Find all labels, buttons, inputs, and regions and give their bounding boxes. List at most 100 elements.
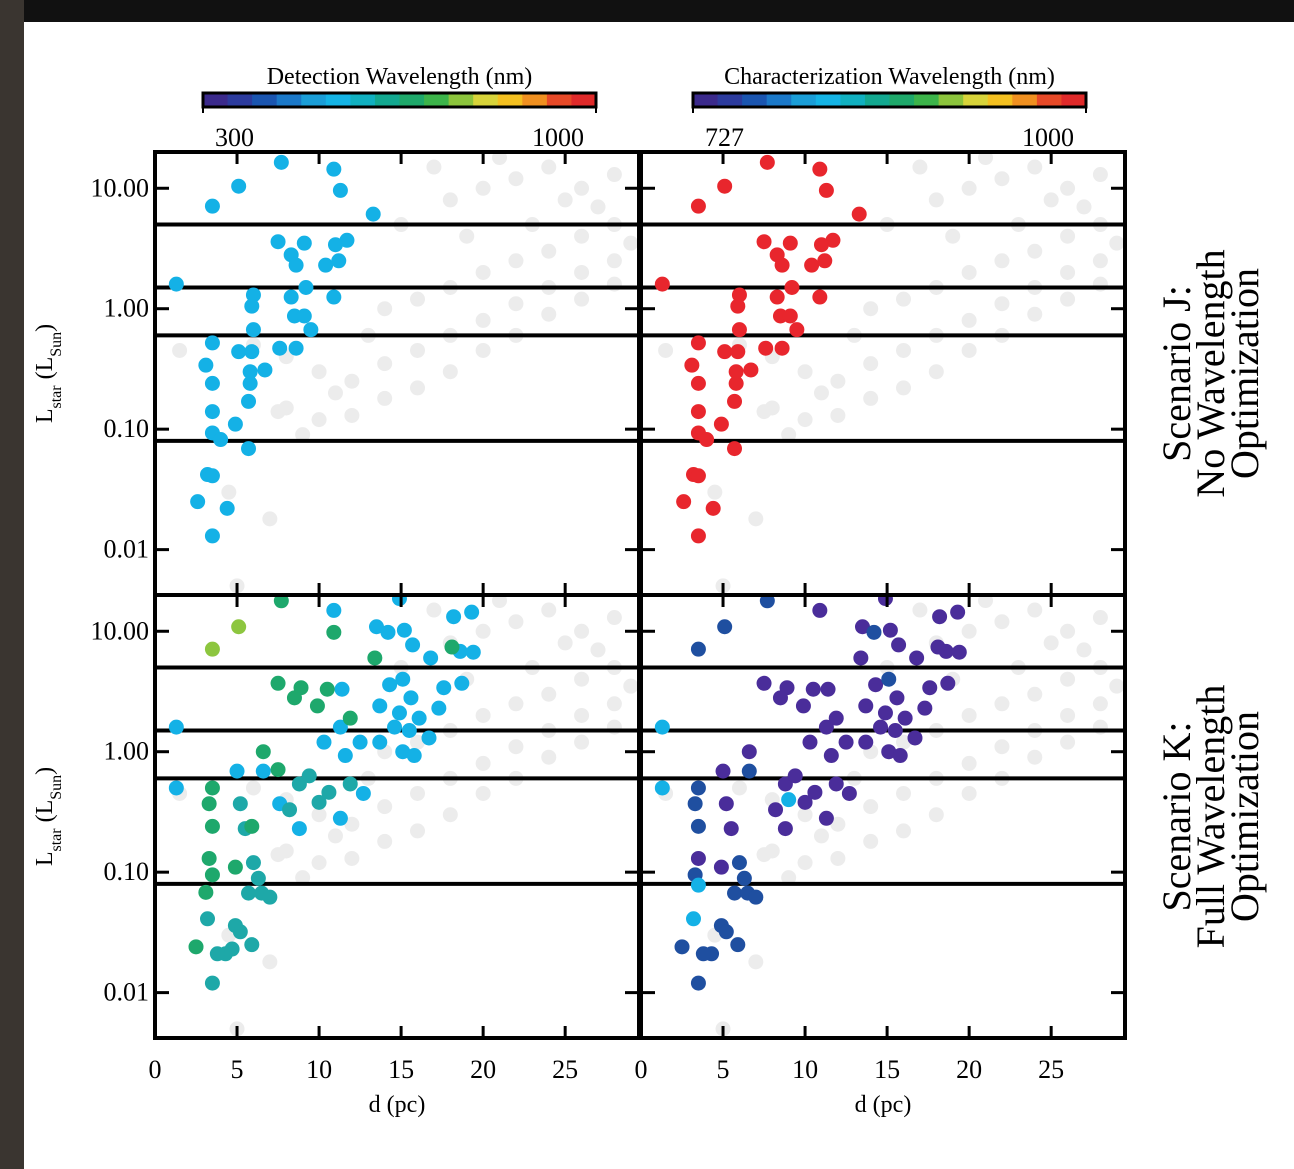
scatter-point — [1060, 180, 1076, 196]
scatter-point — [658, 342, 674, 358]
scatter-point — [897, 710, 913, 726]
scatter-point — [395, 744, 411, 760]
scatter-point — [718, 796, 734, 812]
scatter-point — [818, 182, 834, 198]
scatter-point — [241, 441, 257, 457]
scatter-point — [994, 739, 1010, 755]
scatter-point — [557, 192, 573, 208]
scatter-point — [1076, 642, 1092, 658]
scatter-point — [807, 784, 823, 800]
scatter-point — [475, 785, 491, 801]
scatter-point — [1060, 707, 1076, 723]
scatter-point — [606, 696, 622, 712]
scatter-point — [1043, 635, 1059, 651]
scatter-point — [1027, 306, 1043, 322]
scatter-point — [286, 690, 302, 706]
scatter-point — [262, 511, 278, 527]
scatter-point — [718, 924, 734, 940]
scatter-point — [741, 763, 757, 779]
scatter-point — [574, 228, 590, 244]
colorbar-segment — [889, 93, 915, 107]
scatter-point — [705, 500, 721, 516]
scatter-point — [909, 650, 925, 666]
scatter-point — [368, 619, 384, 635]
scatter-point — [475, 264, 491, 280]
scatter-point — [928, 192, 944, 208]
scatter-point — [781, 870, 797, 886]
x-tick-label: 15 — [874, 1055, 900, 1084]
scatter-point — [851, 206, 867, 222]
scatter-point — [813, 828, 829, 844]
scatter-point — [244, 344, 260, 360]
scatter-point — [405, 637, 421, 653]
scatter-point — [344, 850, 360, 866]
scatter-point — [951, 644, 967, 660]
scatter-point — [889, 690, 905, 706]
scatter-point — [728, 364, 744, 380]
colorbar-frame — [691, 91, 1088, 109]
y-tick-label: 1.00 — [104, 294, 150, 323]
scatter-point — [853, 650, 869, 666]
scatter-point — [332, 719, 348, 735]
scatter-point — [795, 698, 811, 714]
colorbar-segment — [1012, 93, 1038, 107]
scatter-point — [674, 939, 690, 955]
scatter-point — [830, 816, 846, 832]
scatter-point — [508, 696, 524, 712]
scatter-point — [245, 855, 261, 871]
scatter-point — [245, 322, 261, 338]
scatter-point — [727, 393, 743, 409]
x-tick-label: 0 — [149, 1055, 162, 1084]
colorbar-tick-label: 1000 — [532, 123, 584, 152]
scatter-point — [168, 780, 184, 796]
scatter-point — [830, 407, 846, 423]
scatter-point — [741, 744, 757, 760]
scatter-point — [311, 794, 327, 810]
scatter-point — [863, 356, 879, 372]
scatter-point — [731, 780, 747, 796]
scatter-point — [541, 243, 557, 259]
scatter-point — [812, 602, 828, 618]
scatter-point — [326, 624, 342, 640]
scatter-point — [574, 671, 590, 687]
colorbar-segment — [766, 93, 792, 107]
scatter-point — [882, 622, 898, 638]
colorbar-segment — [448, 93, 474, 107]
scatter-point — [442, 364, 458, 380]
scatter-point — [168, 276, 184, 292]
scatter-point — [198, 884, 214, 900]
scatter-point — [574, 734, 590, 750]
scatter-point — [232, 924, 248, 940]
scatter-point — [804, 257, 820, 273]
scatter-point — [377, 356, 393, 372]
scatter-point — [365, 206, 381, 222]
scatter-point — [213, 432, 229, 448]
scatter-point — [270, 234, 286, 250]
colorbar-frame — [201, 91, 598, 109]
scatter-point — [204, 818, 220, 834]
scatter-point — [961, 707, 977, 723]
scatter-point — [541, 749, 557, 765]
scatter-point — [950, 604, 966, 620]
scatter-point — [188, 939, 204, 955]
colorbar-tick-label: 300 — [215, 123, 254, 152]
scatter-point — [830, 373, 846, 389]
scatter-point — [270, 762, 286, 778]
y-axis-label-part: L — [32, 852, 58, 867]
scatter-point — [606, 610, 622, 626]
scatter-point — [221, 484, 237, 500]
scatter-point — [382, 677, 398, 693]
scatter-point — [1092, 253, 1108, 269]
scatter-point — [756, 234, 772, 250]
scatter-point — [797, 855, 813, 871]
scatter-point — [978, 595, 994, 609]
scatter-point — [728, 375, 744, 391]
scatter-point — [475, 707, 491, 723]
scatter-point — [928, 364, 944, 380]
scatter-point — [863, 301, 879, 317]
scatter-point — [464, 604, 480, 620]
x-tick-label: 20 — [470, 1055, 496, 1084]
colorbar-segment — [840, 93, 866, 107]
scatter-point — [756, 675, 772, 691]
scatter-point — [204, 867, 220, 883]
